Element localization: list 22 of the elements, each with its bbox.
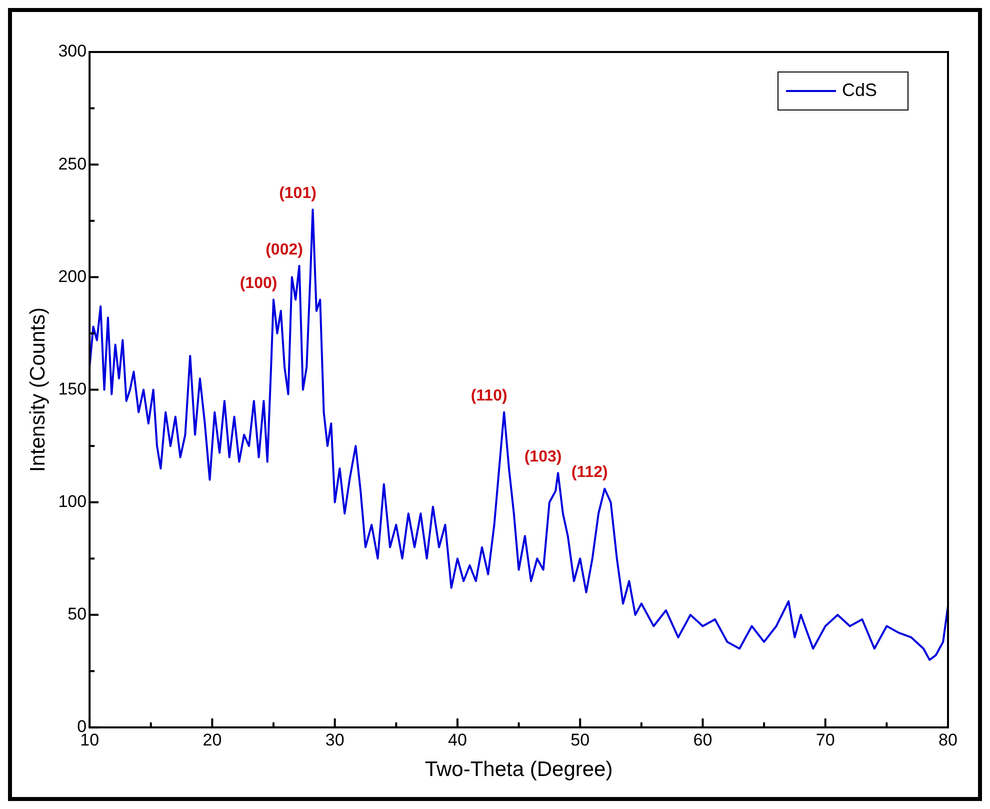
annotation: (002) [266,241,303,258]
x-tick-label: 70 [816,730,835,750]
annotation: (110) [470,388,508,405]
annotation: (101) [279,185,316,202]
y-axis-title: Intensity (Counts) [26,307,50,472]
x-tick-label: 80 [938,730,958,750]
annotation: (103) [524,448,562,466]
annotation: (112) [571,464,608,482]
y-tick-label: 50 [68,604,87,624]
x-tick-label: 40 [448,730,467,750]
x-tick-label: 60 [693,730,712,750]
x-tick-label: 50 [570,730,590,750]
x-tick-label: 30 [325,730,344,750]
y-tick-label: 100 [58,492,87,511]
y-tick-label: 150 [58,379,87,398]
annotation: (100) [240,275,278,292]
y-tick-label: 200 [58,266,87,286]
x-tick-label: 20 [202,730,222,750]
legend-label: CdS [842,80,878,100]
x-axis-title: Two-Theta (Degree) [424,758,613,782]
y-tick-label: 250 [58,154,87,174]
y-tick-label: 300 [58,42,87,61]
